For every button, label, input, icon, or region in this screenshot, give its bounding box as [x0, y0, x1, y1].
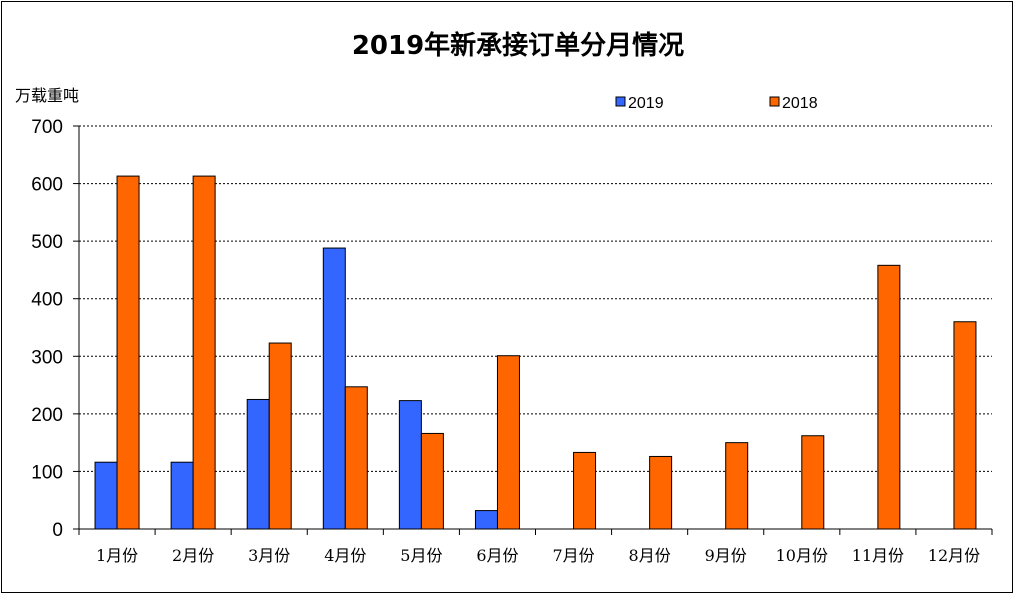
bar-2018-7	[573, 451, 597, 530]
x-tick-label: 12月份	[928, 546, 980, 565]
bar-2018-12	[953, 321, 977, 530]
x-tick-label: 6月份	[476, 546, 518, 565]
x-tick-label: 8月份	[629, 546, 671, 565]
y-tick-label: 500	[31, 232, 63, 253]
y-tick-label: 700	[31, 117, 63, 138]
gridlines	[79, 125, 992, 472]
bar-2019-6	[474, 510, 498, 530]
x-tick-label: 11月份	[852, 546, 904, 565]
bar-2019-3	[246, 398, 270, 530]
x-tick-label: 3月份	[248, 546, 290, 565]
bar-2018-10	[801, 435, 825, 530]
bar-2018-9	[725, 442, 749, 530]
x-tick-label: 10月份	[776, 546, 828, 565]
legend-label-2019: 2019	[628, 95, 664, 112]
bar-2018-5	[420, 432, 444, 530]
chart-title: 2019年新承接订单分月情况	[352, 30, 684, 61]
y-tick-label: 300	[31, 347, 63, 368]
x-tick-label: 7月份	[552, 546, 594, 565]
bar-2018-6	[496, 355, 520, 530]
bar-2019-4	[322, 247, 346, 530]
x-tick-label: 5月份	[400, 546, 442, 565]
y-axis-label: 万载重吨	[15, 86, 79, 105]
x-tick-labels: 1月份 2月份 3月份 4月份 5月份 6月份 7月份 8月份 9月份 10月份 11月份 12月份	[96, 546, 980, 565]
bar-2018-11	[877, 264, 901, 530]
bar-2019-2	[170, 461, 194, 530]
bars	[94, 175, 977, 530]
x-tick-label: 1月份	[96, 546, 138, 565]
y-tick-label: 400	[31, 290, 63, 311]
bar-2018-1	[116, 175, 140, 530]
legend-label-2018: 2018	[782, 95, 818, 112]
legend-swatch-2019	[615, 96, 626, 107]
bar-2019-5	[398, 400, 422, 530]
y-tick-label: 100	[31, 462, 63, 483]
bar-2018-2	[192, 175, 216, 530]
y-tick-label: 0	[52, 520, 63, 541]
y-tick-label: 600	[31, 175, 63, 196]
x-tick-label: 2月份	[172, 546, 214, 565]
axes	[73, 125, 993, 535]
y-tick-label: 200	[31, 405, 63, 426]
bar-2019-1	[94, 461, 118, 530]
bar-2018-8	[649, 455, 673, 530]
legend: 2019 2018	[615, 95, 818, 112]
y-tick-labels: 0 100 200 300 400 500 600 700	[31, 117, 63, 541]
bar-2018-3	[268, 342, 292, 530]
bar-2018-4	[344, 386, 368, 530]
x-tick-label: 9月份	[705, 546, 747, 565]
x-tick-label: 4月份	[324, 546, 366, 565]
legend-swatch-2018	[769, 96, 780, 107]
